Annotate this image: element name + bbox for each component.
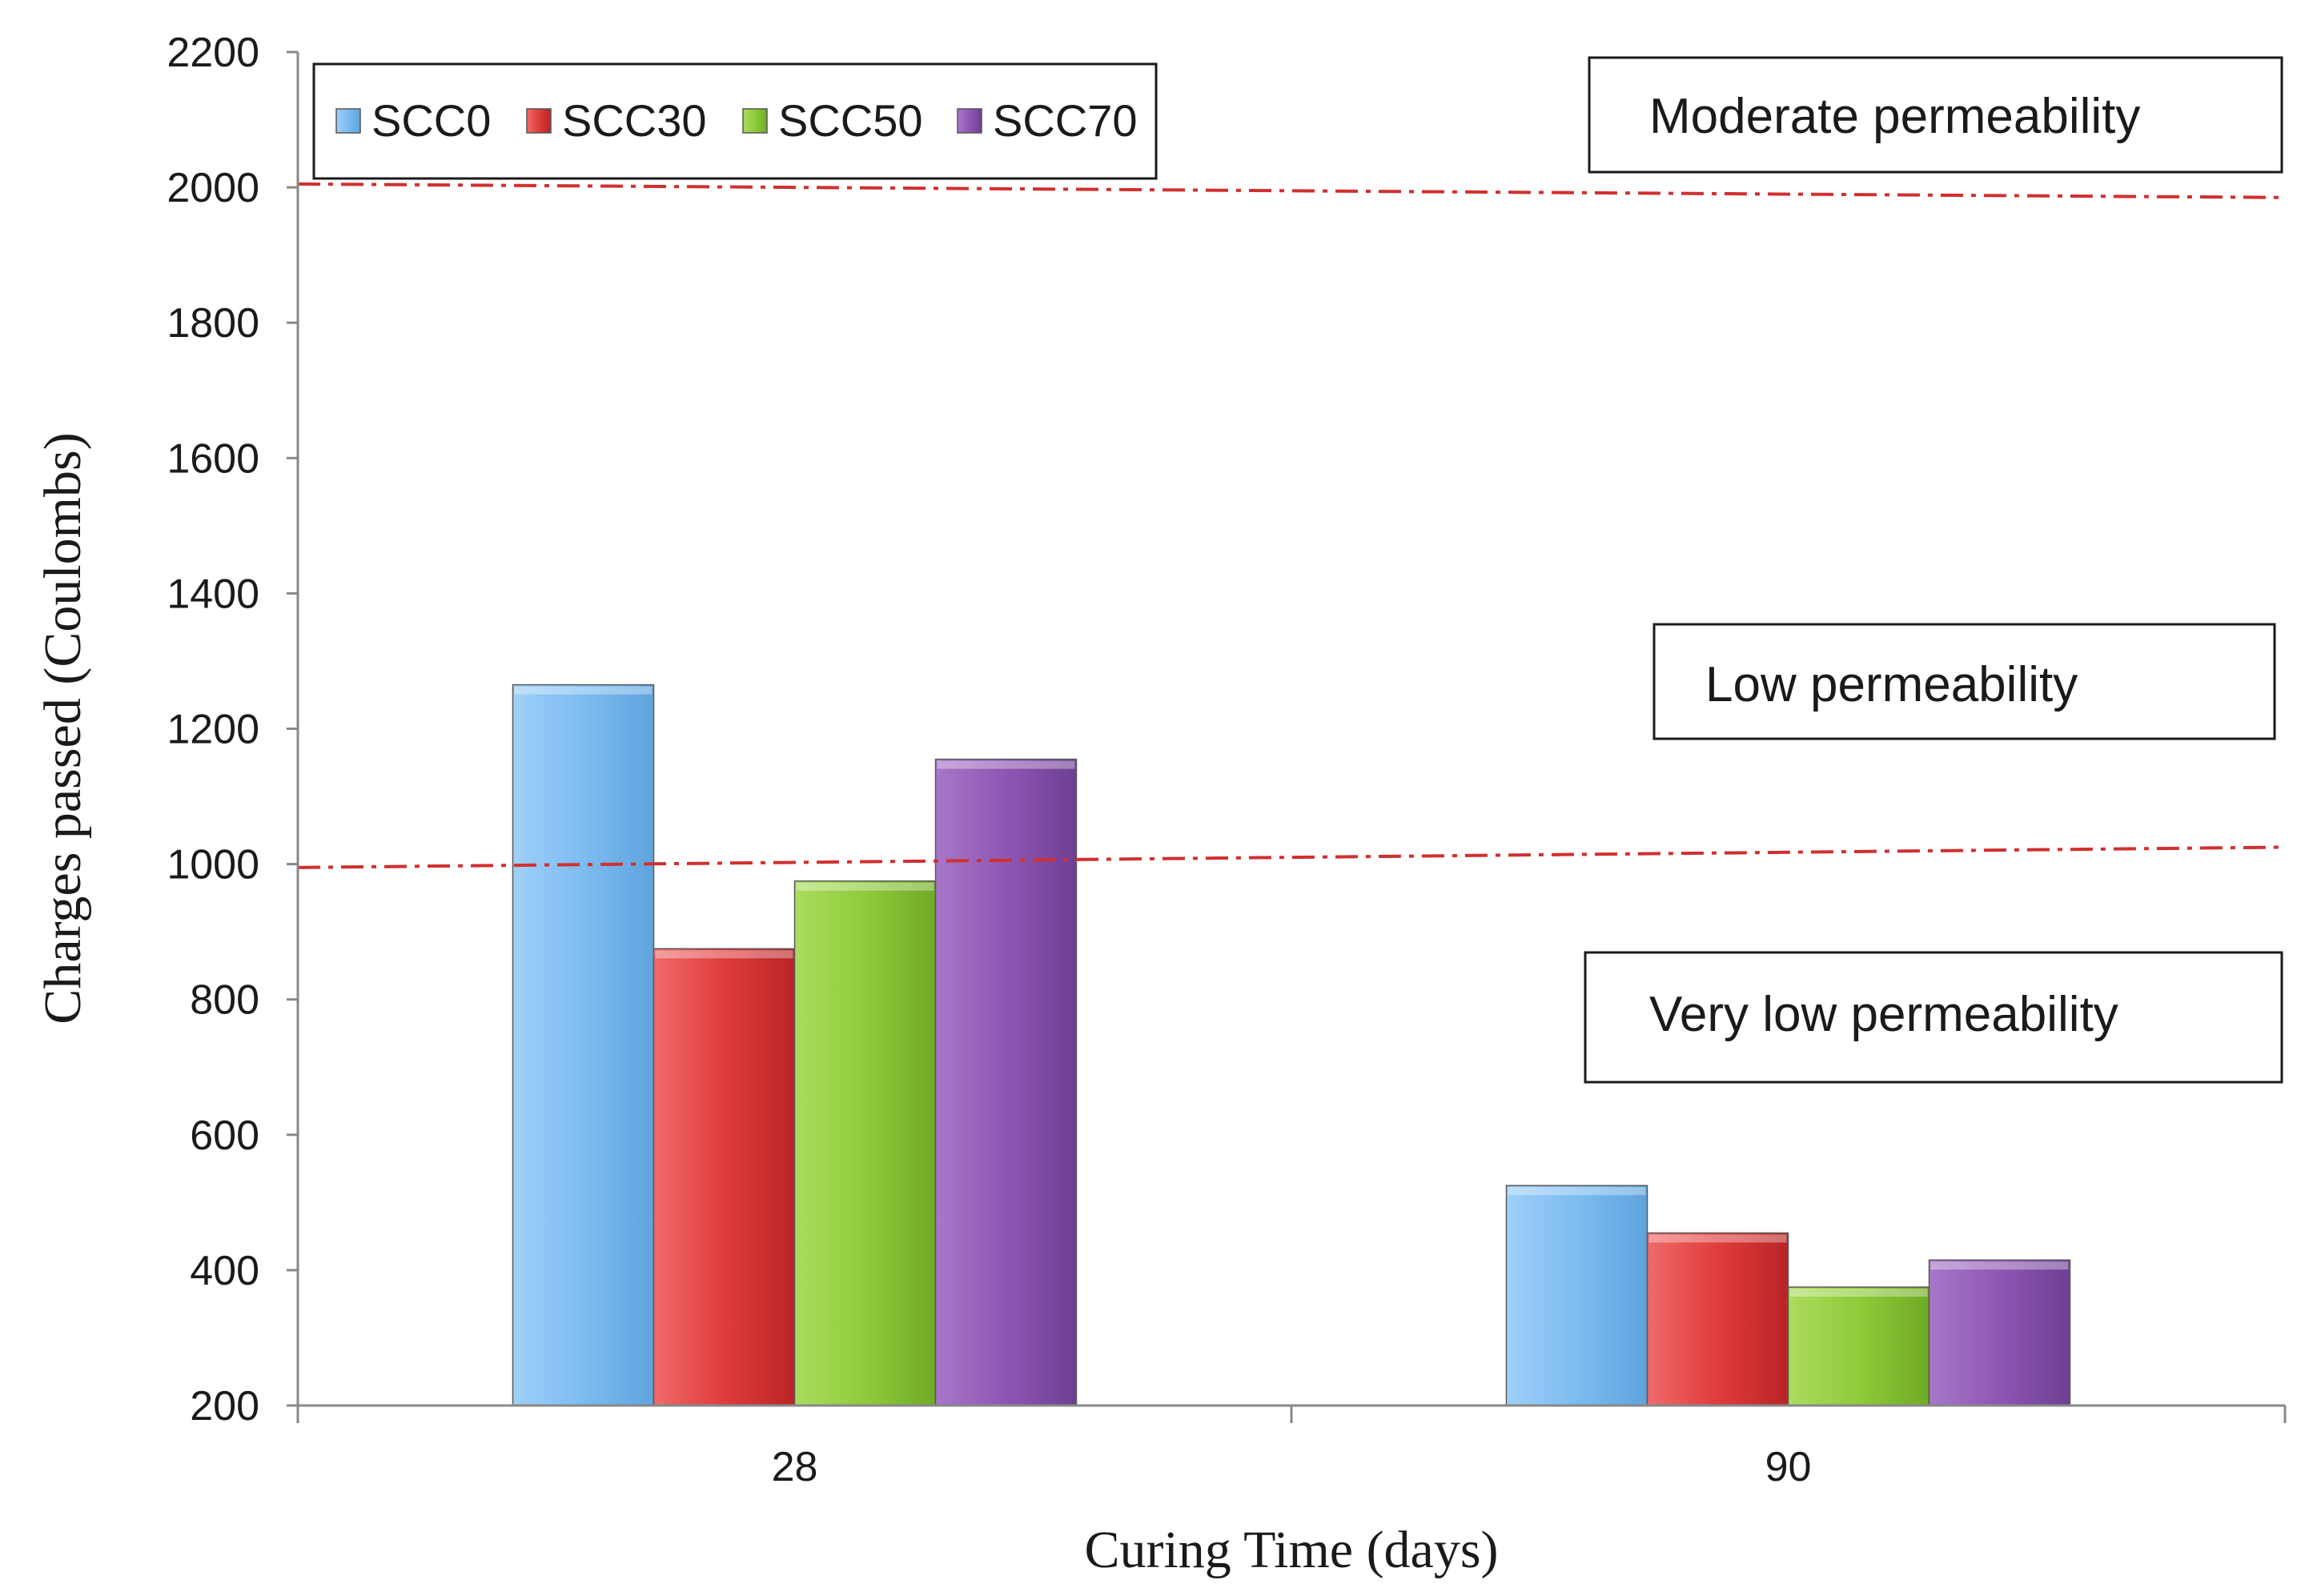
y-tick-label: 1800 (167, 300, 259, 347)
legend-label-scc50: SCC50 (778, 95, 923, 146)
bar-scc70-90 (1928, 1259, 2071, 1406)
legend-swatch-scc50 (742, 108, 768, 134)
reference-line (297, 845, 2286, 869)
y-tick-label: 1000 (167, 842, 259, 888)
bar-scc70-28 (934, 758, 1078, 1406)
bar-scc50-28 (793, 880, 937, 1406)
bar-highlight (514, 686, 653, 695)
zone-box-low (1652, 623, 2276, 740)
y-axis-title: Charges passed (Coulombs) (34, 432, 92, 1024)
bar-highlight (655, 950, 793, 959)
legend-label-scc30: SCC30 (562, 95, 707, 146)
legend-swatch-scc0 (335, 108, 361, 134)
y-tick-label: 200 (190, 1383, 259, 1430)
x-tick-label: 90 (1765, 1444, 1812, 1490)
legend-swatch-scc70 (957, 108, 982, 134)
reference-line (297, 182, 2286, 199)
bar-highlight (1648, 1234, 1787, 1243)
y-tick-label: 600 (190, 1113, 259, 1159)
zone-box-very-low (1584, 951, 2283, 1084)
bar-highlight (1508, 1187, 1646, 1196)
bar-highlight (1789, 1289, 1928, 1297)
legend-swatch-scc30 (526, 108, 552, 134)
y-tick-label: 2200 (167, 30, 259, 76)
x-axis-title: Curing Time (days) (1084, 1521, 1498, 1579)
y-tick-label: 1200 (167, 707, 259, 753)
legend-label-scc70: SCC70 (993, 95, 1138, 146)
bar-scc30-90 (1646, 1232, 1789, 1406)
y-tick-label: 1400 (167, 571, 259, 617)
bar-highlight (796, 882, 934, 891)
bar-highlight (937, 760, 1075, 769)
bar-highlight (1930, 1261, 2069, 1270)
y-tick-label: 400 (190, 1248, 259, 1294)
y-tick-label: 1600 (167, 435, 259, 482)
zone-label-very-low: Very low permeability (1649, 987, 2118, 1042)
bar-scc0-28 (512, 684, 655, 1406)
y-tick-label: 800 (190, 977, 259, 1024)
legend-box (312, 62, 1158, 180)
zone-label-low: Low permeability (1705, 657, 2078, 712)
zone-label-moderate: Moderate permeability (1649, 89, 2140, 144)
bar-scc30-28 (653, 948, 796, 1406)
zone-box-moderate (1588, 56, 2283, 174)
y-tick-label: 2000 (167, 165, 259, 211)
bar-scc0-90 (1505, 1185, 1648, 1406)
bar-scc50-90 (1787, 1286, 1930, 1406)
x-tick-label: 28 (772, 1444, 818, 1490)
legend-label-scc0: SCC0 (371, 95, 491, 146)
